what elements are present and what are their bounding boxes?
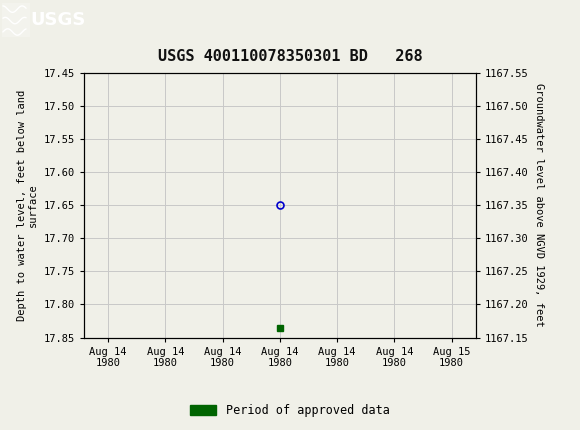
Text: USGS: USGS	[30, 11, 85, 29]
Y-axis label: Depth to water level, feet below land
surface: Depth to water level, feet below land su…	[17, 90, 38, 321]
Text: USGS 400110078350301 BD   268: USGS 400110078350301 BD 268	[158, 49, 422, 64]
FancyBboxPatch shape	[2, 3, 30, 37]
Legend: Period of approved data: Period of approved data	[186, 399, 394, 422]
Y-axis label: Groundwater level above NGVD 1929, feet: Groundwater level above NGVD 1929, feet	[534, 83, 544, 327]
